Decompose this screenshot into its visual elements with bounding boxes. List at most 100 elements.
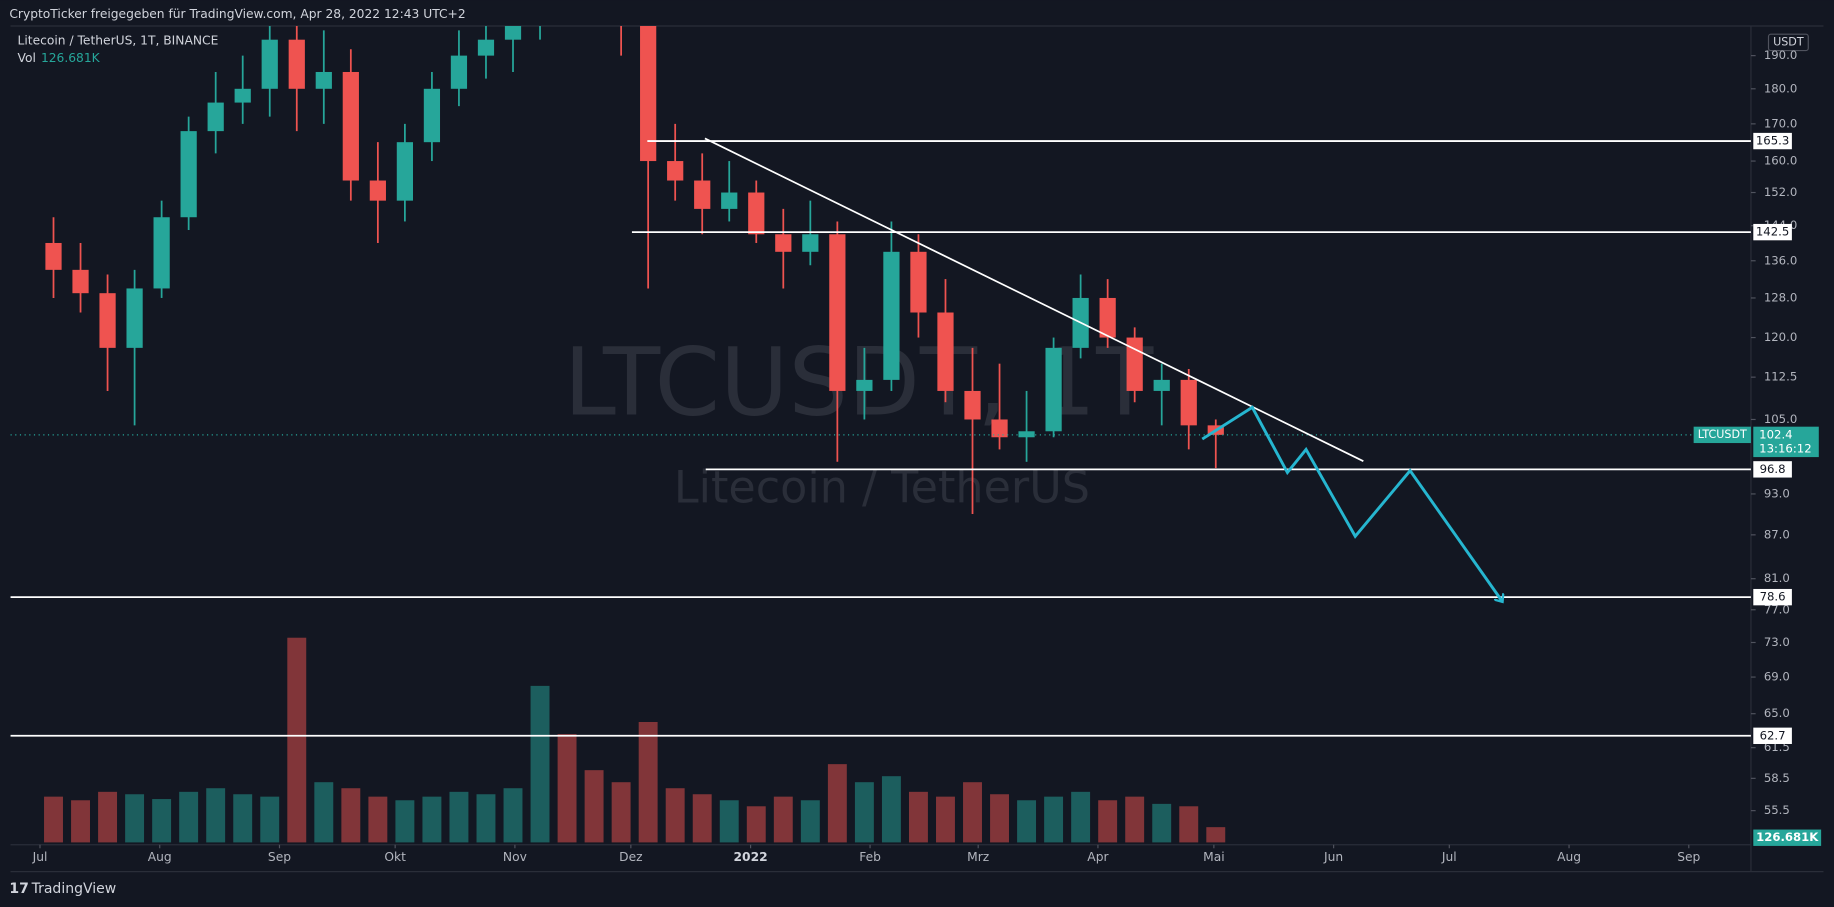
candle-body — [748, 192, 765, 235]
x-tick-label: Aug — [1557, 850, 1581, 864]
volume-bar — [206, 788, 226, 843]
y-tick-label: 170.0 — [1764, 116, 1797, 130]
candle-body — [991, 419, 1008, 438]
y-tick-label: 55.5 — [1764, 803, 1790, 817]
volume-bar — [125, 794, 145, 843]
volume-label: 126.681K — [1756, 830, 1819, 844]
volume-bar — [1125, 796, 1145, 843]
footer: TradingView — [31, 881, 117, 897]
candle-body — [126, 288, 143, 348]
level-label: 142.5 — [1756, 225, 1789, 239]
y-tick-label: 160.0 — [1764, 154, 1797, 168]
volume-label-box — [1753, 829, 1822, 846]
candle-body — [964, 390, 981, 420]
level-label-box — [1753, 461, 1792, 478]
x-tick-label: Jul — [1441, 850, 1457, 864]
x-tick-label: Mai — [1203, 850, 1225, 864]
candle-body — [829, 234, 846, 391]
volume-bar — [611, 782, 631, 843]
x-tick-label: Sep — [1677, 850, 1700, 864]
volume-bar — [746, 806, 766, 843]
legend-vol: Vol — [18, 51, 36, 65]
candle-body — [1018, 431, 1035, 438]
y-tick-label: 87.0 — [1764, 527, 1790, 541]
x-tick-label: 2022 — [734, 850, 768, 864]
x-tick-label: Okt — [384, 850, 406, 864]
volume-bar — [1152, 803, 1172, 843]
y-tick-label: 180.0 — [1764, 81, 1797, 95]
candle-body — [99, 293, 116, 348]
volume-bar — [503, 788, 523, 843]
level-label: 165.3 — [1756, 134, 1789, 148]
x-tick-label: Feb — [859, 850, 881, 864]
volume-bar — [908, 791, 928, 843]
countdown: 13:16:12 — [1759, 441, 1812, 455]
symbol-label: LTCUSDT — [1698, 428, 1747, 441]
symbol-box — [1693, 426, 1751, 444]
y-tick-label: 136.0 — [1764, 253, 1797, 267]
level-label-box — [1753, 588, 1792, 606]
candle-body — [261, 39, 278, 89]
candle-body — [721, 192, 738, 209]
y-tick-label: 120.0 — [1764, 330, 1797, 344]
legend-vol-value: 126.681K — [41, 51, 101, 65]
candle-body — [883, 251, 900, 380]
y-tick-label: 93.0 — [1764, 486, 1790, 500]
y-tick-label: 81.0 — [1764, 571, 1790, 585]
x-tick-label: Jun — [1323, 850, 1343, 864]
candle-body — [180, 131, 197, 218]
candle-body — [1153, 379, 1170, 391]
candle-body — [504, 25, 522, 40]
volume-bar — [557, 734, 577, 843]
volume-bar — [1044, 796, 1064, 843]
currency: USDT — [1773, 35, 1804, 48]
x-tick-label: Jul — [32, 850, 48, 864]
volume-bar — [800, 800, 820, 843]
y-tick-label: 105.0 — [1764, 412, 1797, 426]
volume-bar — [71, 800, 90, 843]
candle-body — [667, 161, 684, 181]
level-label: 96.8 — [1760, 462, 1786, 476]
volume-bar — [422, 796, 442, 843]
volume-bar — [44, 796, 63, 843]
x-tick-label: Sep — [268, 850, 291, 864]
level-label-box — [1753, 132, 1792, 150]
candle-body — [694, 180, 711, 209]
candle-body — [856, 379, 873, 391]
candle-body — [423, 88, 441, 143]
volume-bar — [233, 794, 253, 843]
price-box — [1753, 426, 1819, 458]
volume-bar — [1017, 800, 1037, 843]
volume-bar — [341, 788, 361, 843]
plot — [10, 25, 1751, 843]
candle-body — [288, 39, 305, 89]
volume-bar — [1098, 800, 1118, 843]
candle-body — [396, 142, 413, 201]
y-tick-label: 190.0 — [1764, 48, 1797, 62]
y-tick-label: 112.5 — [1764, 370, 1797, 384]
candle-body — [802, 234, 819, 252]
volume-bar — [963, 782, 982, 843]
volume-bar — [368, 796, 388, 843]
candle-body — [477, 39, 495, 56]
volume-bar — [476, 794, 496, 843]
price-label: 102.4 — [1759, 427, 1792, 441]
level-label: 62.7 — [1760, 728, 1786, 742]
level-label-box — [1753, 727, 1792, 744]
candle-body — [937, 312, 954, 391]
level-label: 78.6 — [1760, 590, 1786, 604]
volume-bar — [665, 788, 685, 843]
candle-body — [342, 71, 359, 181]
candle-body — [450, 55, 468, 89]
volume-bar — [1206, 827, 1226, 843]
level-label-box — [1753, 223, 1792, 241]
y-tick-label: 152.0 — [1764, 185, 1797, 199]
candle-body — [1180, 379, 1197, 426]
volume-bar — [773, 796, 793, 843]
volume-bar — [314, 782, 334, 843]
footer-logo: 17 — [9, 881, 29, 897]
y-tick-label: 128.0 — [1764, 290, 1797, 304]
candle-body — [153, 217, 170, 289]
